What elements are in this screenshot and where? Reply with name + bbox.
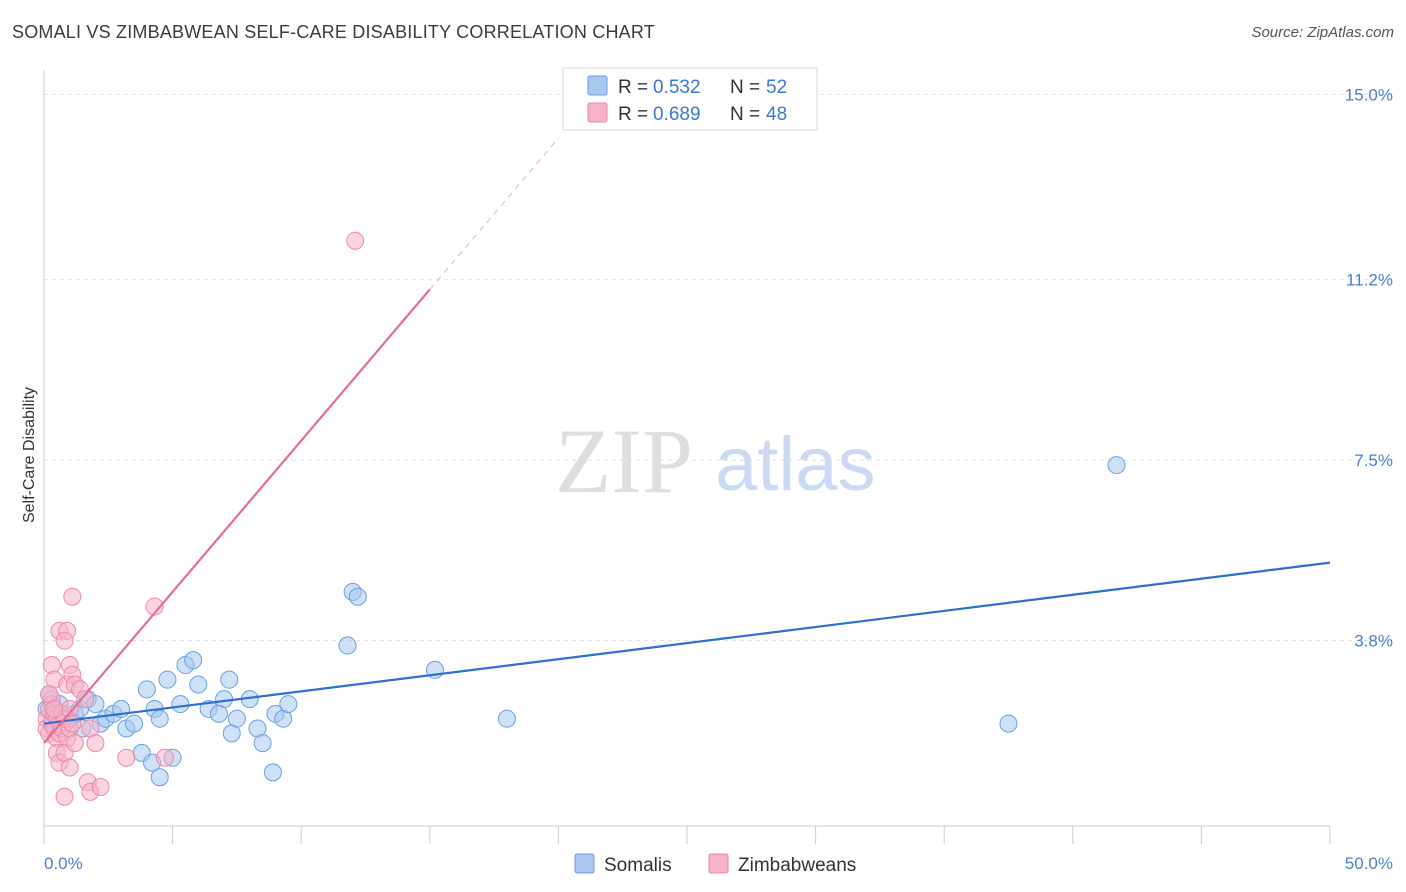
- bottom-legend-somali-label: Somalis: [604, 855, 672, 876]
- somali-point: [999, 714, 1018, 733]
- x-tick-label: 0.0%: [44, 854, 83, 873]
- zimbabwean-point: [145, 597, 164, 616]
- zimbabwean-point: [86, 734, 105, 753]
- y-tick-label: 3.8%: [1354, 632, 1393, 651]
- somali-point: [171, 695, 190, 714]
- zimbabwean-trend-extension: [429, 137, 559, 290]
- somali-point: [189, 675, 208, 694]
- y-axis-label: Self-Care Disability: [21, 387, 38, 523]
- zimbabwean-point: [65, 734, 84, 753]
- somali-point: [279, 695, 298, 714]
- watermark-atlas: atlas: [715, 422, 876, 507]
- zimbabwean-point: [117, 748, 136, 767]
- somali-point: [220, 670, 239, 689]
- legend-somali-swatch: [587, 75, 608, 96]
- zimbabwean-trend-line: [43, 288, 431, 744]
- legend-zimbabwean-n-label: N =: [730, 104, 760, 125]
- zimbabwean-point: [346, 231, 365, 250]
- y-tick-label: 11.2%: [1346, 271, 1393, 290]
- watermark-zip: ZIP: [555, 410, 693, 512]
- zimbabwean-point: [42, 656, 61, 675]
- legend-somali-r-value: 0.532: [653, 77, 701, 98]
- zimbabwean-point: [55, 631, 74, 650]
- trend-lines: [43, 137, 1331, 744]
- somali-point: [497, 709, 516, 728]
- legend-somali-r-label: R =: [618, 77, 648, 98]
- gridlines: [44, 93, 1395, 642]
- legend-zimbabwean-r-label: R =: [618, 104, 648, 125]
- x-tick-label: 50.0%: [1345, 854, 1393, 873]
- bottom-legend-zimbabwean-label: Zimbabweans: [738, 855, 856, 876]
- somali-point: [253, 734, 272, 753]
- zimbabwean-point: [63, 587, 82, 606]
- somali-point: [137, 680, 156, 699]
- zimbabwean-point: [155, 748, 174, 767]
- y-tick-label: 7.5%: [1354, 451, 1393, 470]
- somali-point: [227, 709, 246, 728]
- y-tick-label: 15.0%: [1345, 85, 1393, 104]
- chart-source: Source: ZipAtlas.com: [1251, 24, 1394, 41]
- zimbabwean-point: [55, 787, 74, 806]
- legend-zimbabwean-n-value: 48: [766, 104, 787, 125]
- somali-point: [209, 704, 228, 723]
- somali-point: [150, 709, 169, 728]
- chart-title: SOMALI VS ZIMBABWEAN SELF-CARE DISABILIT…: [12, 22, 655, 42]
- somali-point: [158, 670, 177, 689]
- zimbabwean-point: [91, 777, 110, 796]
- zimbabwean-point: [60, 758, 79, 777]
- legend-somali-n-value: 52: [766, 77, 787, 98]
- legend-somali-n-label: N =: [730, 77, 760, 98]
- somali-point: [125, 714, 144, 733]
- correlation-legend: R = 0.532 N = 52 R = 0.689 N = 48: [562, 67, 818, 131]
- zimbabwean-point: [45, 699, 64, 718]
- somali-point: [1107, 456, 1126, 475]
- somali-trend-line: [43, 561, 1331, 725]
- legend-zimbabwean-r-value: 0.689: [653, 104, 701, 125]
- zimbabwean-point: [60, 699, 79, 718]
- somali-point: [150, 768, 169, 787]
- somali-point: [338, 636, 357, 655]
- somali-point: [184, 651, 203, 670]
- tick-labels: 3.8% 7.5% 11.2% 15.0% 0.0% 50.0%: [44, 85, 1393, 873]
- somali-point: [263, 763, 282, 782]
- bottom-legend-somali-swatch: [574, 853, 595, 874]
- zimbabwean-point: [76, 690, 95, 709]
- legend-zimbabwean-swatch: [587, 102, 608, 123]
- somali-point: [348, 587, 367, 606]
- series-legend: Somalis Zimbabweans: [574, 853, 856, 876]
- bottom-legend-zimbabwean-swatch: [708, 853, 729, 874]
